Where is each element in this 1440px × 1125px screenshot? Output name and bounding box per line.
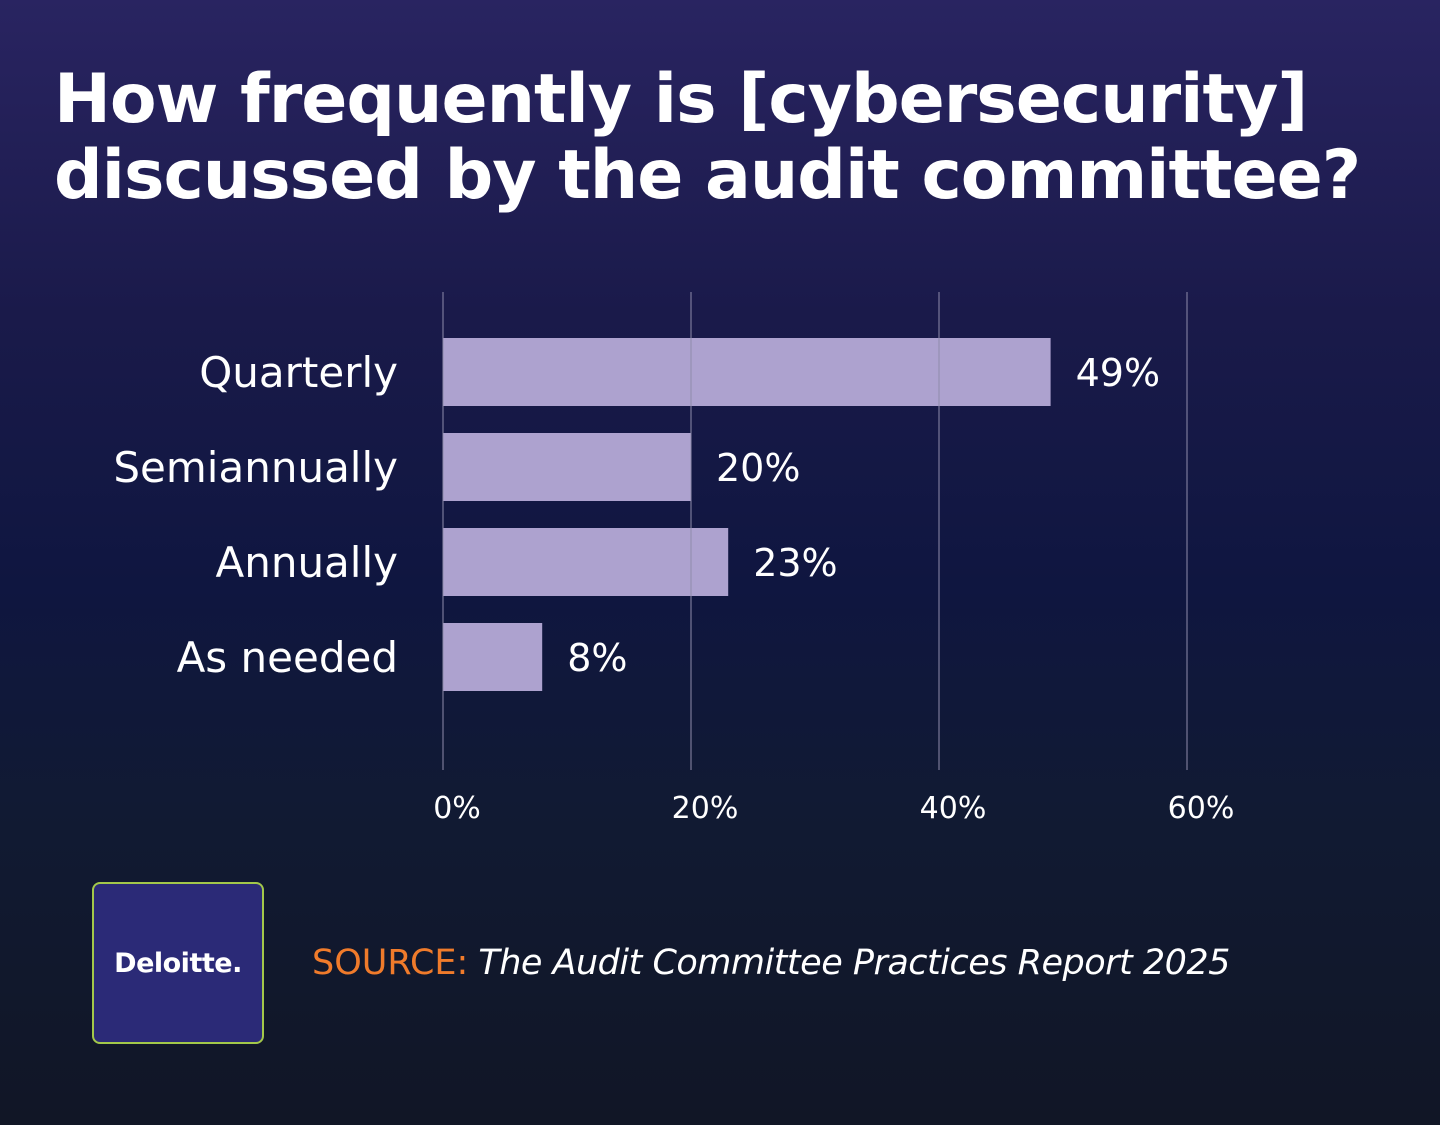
category-label: Semiannually (113, 443, 398, 492)
data-label: 23% (753, 541, 837, 585)
bar (443, 528, 729, 596)
category-label: As needed (177, 633, 398, 682)
gridlines (442, 292, 1188, 770)
data-label: 20% (716, 446, 800, 490)
category-label: Annually (215, 538, 398, 587)
chart-title-line-2: discussed by the audit committee? (54, 136, 1361, 215)
x-tick-label: 0% (433, 791, 481, 826)
labels: Quarterly 49% Semiannually 20% Annually 23% As… (113, 348, 1234, 826)
bar (443, 623, 543, 691)
source-note: SOURCE: The Audit Committee Practices Rep… (312, 940, 1230, 986)
bar (443, 338, 1051, 406)
bar-chart: Quarterly 49% Semiannually 20% Annually 23% As… (113, 292, 1234, 826)
chart-title: How frequently is [cybersecurity] discus… (54, 62, 1414, 214)
x-tick-label: 40% (920, 791, 987, 826)
bar (443, 433, 691, 501)
source-label: SOURCE: (312, 943, 469, 983)
deloitte-logo: Deloitte. (92, 882, 264, 1044)
bars (443, 338, 1051, 691)
x-tick-label: 60% (1168, 791, 1235, 826)
x-tick-label: 20% (672, 791, 739, 826)
data-label: 49% (1076, 351, 1160, 395)
logo-text: Deloitte. (114, 947, 242, 979)
chart-title-line-1: How frequently is [cybersecurity] (54, 60, 1308, 139)
source-text: The Audit Committee Practices Report 202… (478, 943, 1230, 983)
data-label: 8% (567, 636, 627, 680)
category-label: Quarterly (199, 348, 398, 397)
